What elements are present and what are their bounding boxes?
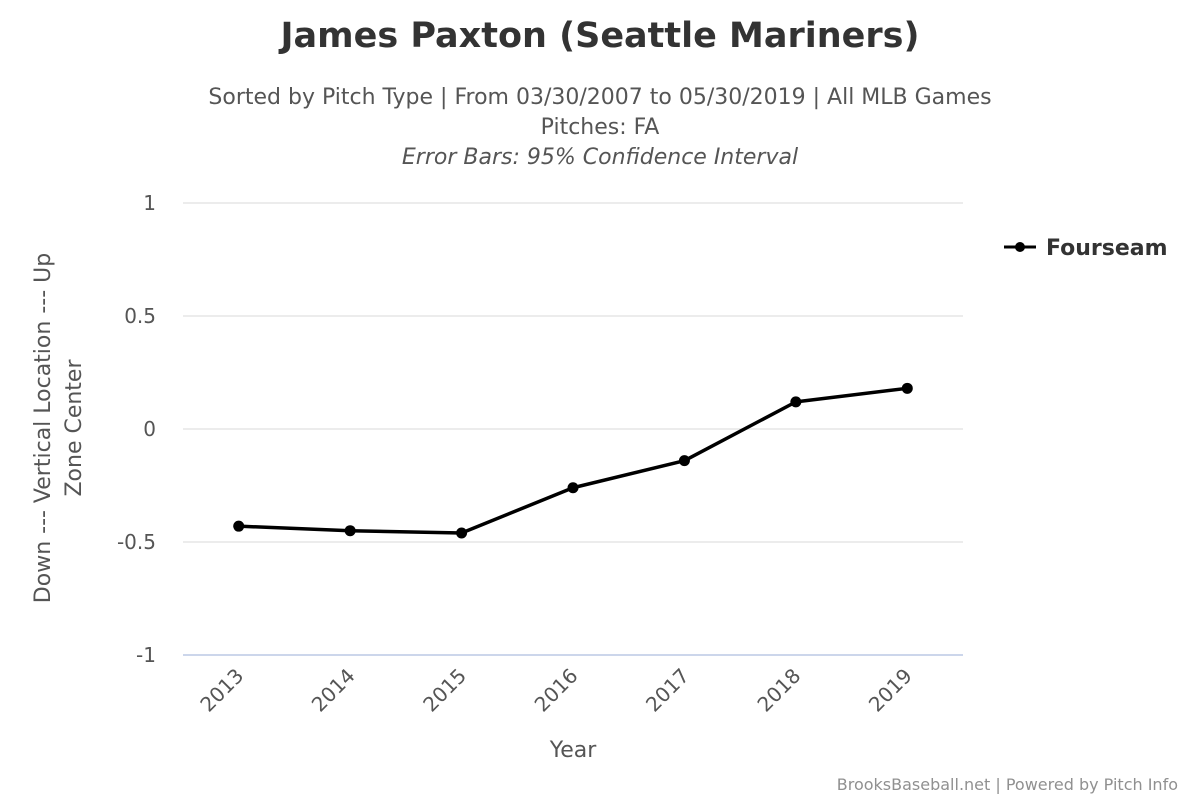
y-tick-label: 0	[143, 417, 156, 441]
x-tick-label: 2016	[530, 664, 583, 717]
legend-marker-swatch	[1015, 242, 1025, 252]
x-tick-label: 2015	[418, 664, 471, 717]
chart-subtitle-line-1: Sorted by Pitch Type | From 03/30/2007 t…	[208, 85, 991, 110]
data-point[interactable]	[790, 396, 802, 408]
y-tick-label: 0.5	[124, 304, 156, 328]
data-point[interactable]	[678, 455, 690, 467]
x-tick-layer: 2013 2014 2015 2016 2017 2018 2019	[195, 664, 917, 717]
y-axis-title: Down --- Vertical Location --- Up Zone C…	[31, 253, 87, 603]
y-tick-label: -0.5	[117, 530, 156, 554]
data-point[interactable]	[901, 382, 913, 394]
data-point[interactable]	[344, 525, 356, 537]
data-point[interactable]	[233, 520, 245, 532]
chart-subtitle-line-2: Pitches: FA	[541, 115, 660, 140]
series-line	[236, 386, 910, 535]
legend-item-fourseam[interactable]: Fourseam	[1046, 236, 1168, 261]
x-tick-label: 2014	[307, 664, 360, 717]
chart-credits[interactable]: BrooksBaseball.net | Powered by Pitch In…	[837, 775, 1178, 794]
legend[interactable]: Fourseam	[1004, 236, 1168, 261]
data-point[interactable]	[456, 527, 468, 539]
x-tick-label: 2019	[864, 664, 917, 717]
x-axis-title: Year	[549, 738, 598, 763]
x-tick-label: 2013	[195, 664, 248, 717]
y-tick-layer: 1 0.5 0 -0.5 -1	[117, 191, 156, 667]
x-tick-label: 2017	[641, 664, 694, 717]
x-tick-label: 2018	[752, 664, 805, 717]
chart-title: James Paxton (Seattle Mariners)	[278, 16, 919, 56]
y-axis-title-line-1: Down --- Vertical Location --- Up	[31, 253, 56, 603]
y-axis-title-line-2: Zone Center	[62, 359, 87, 497]
series-layer	[233, 382, 913, 539]
chart-subtitle-note: Error Bars: 95% Confidence Interval	[402, 145, 798, 170]
data-point[interactable]	[567, 482, 579, 494]
grid-layer	[183, 202, 963, 656]
y-tick-label: -1	[136, 643, 156, 667]
y-tick-label: 1	[143, 191, 156, 215]
